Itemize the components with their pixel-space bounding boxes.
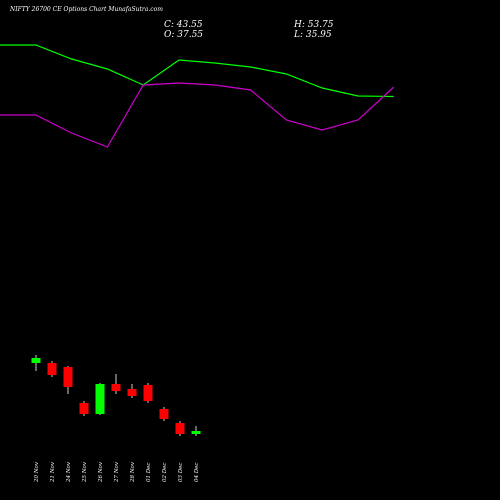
candle-25-nov: [79, 401, 89, 416]
candle-02-dec: [159, 407, 169, 421]
candle-body-bearish: [47, 363, 57, 375]
candle-body-bearish: [79, 403, 89, 414]
candle-body-bearish: [111, 384, 121, 391]
candles: [31, 355, 201, 436]
candle-28-nov: [127, 384, 137, 398]
x-tick-label: 21 Nov: [50, 461, 56, 483]
candle-body-bearish: [127, 389, 137, 396]
candle-27-nov: [111, 374, 121, 394]
candle-24-nov: [63, 366, 73, 394]
candle-body-bullish: [191, 431, 201, 434]
candle-body-bearish: [143, 385, 153, 401]
x-tick-label: 25 Nov: [82, 461, 88, 483]
x-tick-label: 27 Nov: [114, 461, 120, 483]
candle-21-nov: [47, 361, 57, 377]
x-tick-label: 03 Dec: [178, 463, 184, 483]
indicator-lines: [0, 44, 395, 148]
x-tick-label: 24 Nov: [66, 461, 72, 483]
candle-body-bullish: [31, 358, 41, 363]
candle-body-bearish: [175, 423, 185, 434]
x-tick-label: 28 Nov: [130, 461, 136, 483]
close-value: C: 43.55: [164, 20, 203, 30]
x-tick-label: 26 Nov: [98, 461, 104, 483]
candle-body-bearish: [63, 367, 73, 387]
candle-03-dec: [175, 421, 185, 436]
high-value: H: 53.75: [294, 20, 334, 30]
x-tick-label: 20 Nov: [34, 461, 40, 483]
open-value: O: 37.55: [164, 30, 204, 40]
candle-26-nov: [95, 383, 105, 415]
candle-04-dec: [191, 426, 201, 436]
x-tick-label: 01 Dec: [146, 463, 152, 483]
chart-title: NIFTY 26700 CE Options Chart MunafaSutra…: [10, 6, 163, 13]
x-tick-label: 04 Dec: [194, 463, 200, 483]
candle-01-dec: [143, 383, 153, 403]
lower-indicator-line: [0, 82, 395, 148]
candle-body-bearish: [159, 409, 169, 419]
x-tick-label: 02 Dec: [162, 463, 168, 483]
x-axis-ticks: 20 Nov 21 Nov 24 Nov 25 Nov 26 Nov 27 Nov 28 N…: [34, 461, 200, 483]
candle-20-nov: [31, 355, 41, 371]
upper-indicator-line: [0, 44, 394, 98]
low-value: L: 35.95: [294, 30, 332, 40]
candle-body-bullish: [95, 384, 105, 414]
